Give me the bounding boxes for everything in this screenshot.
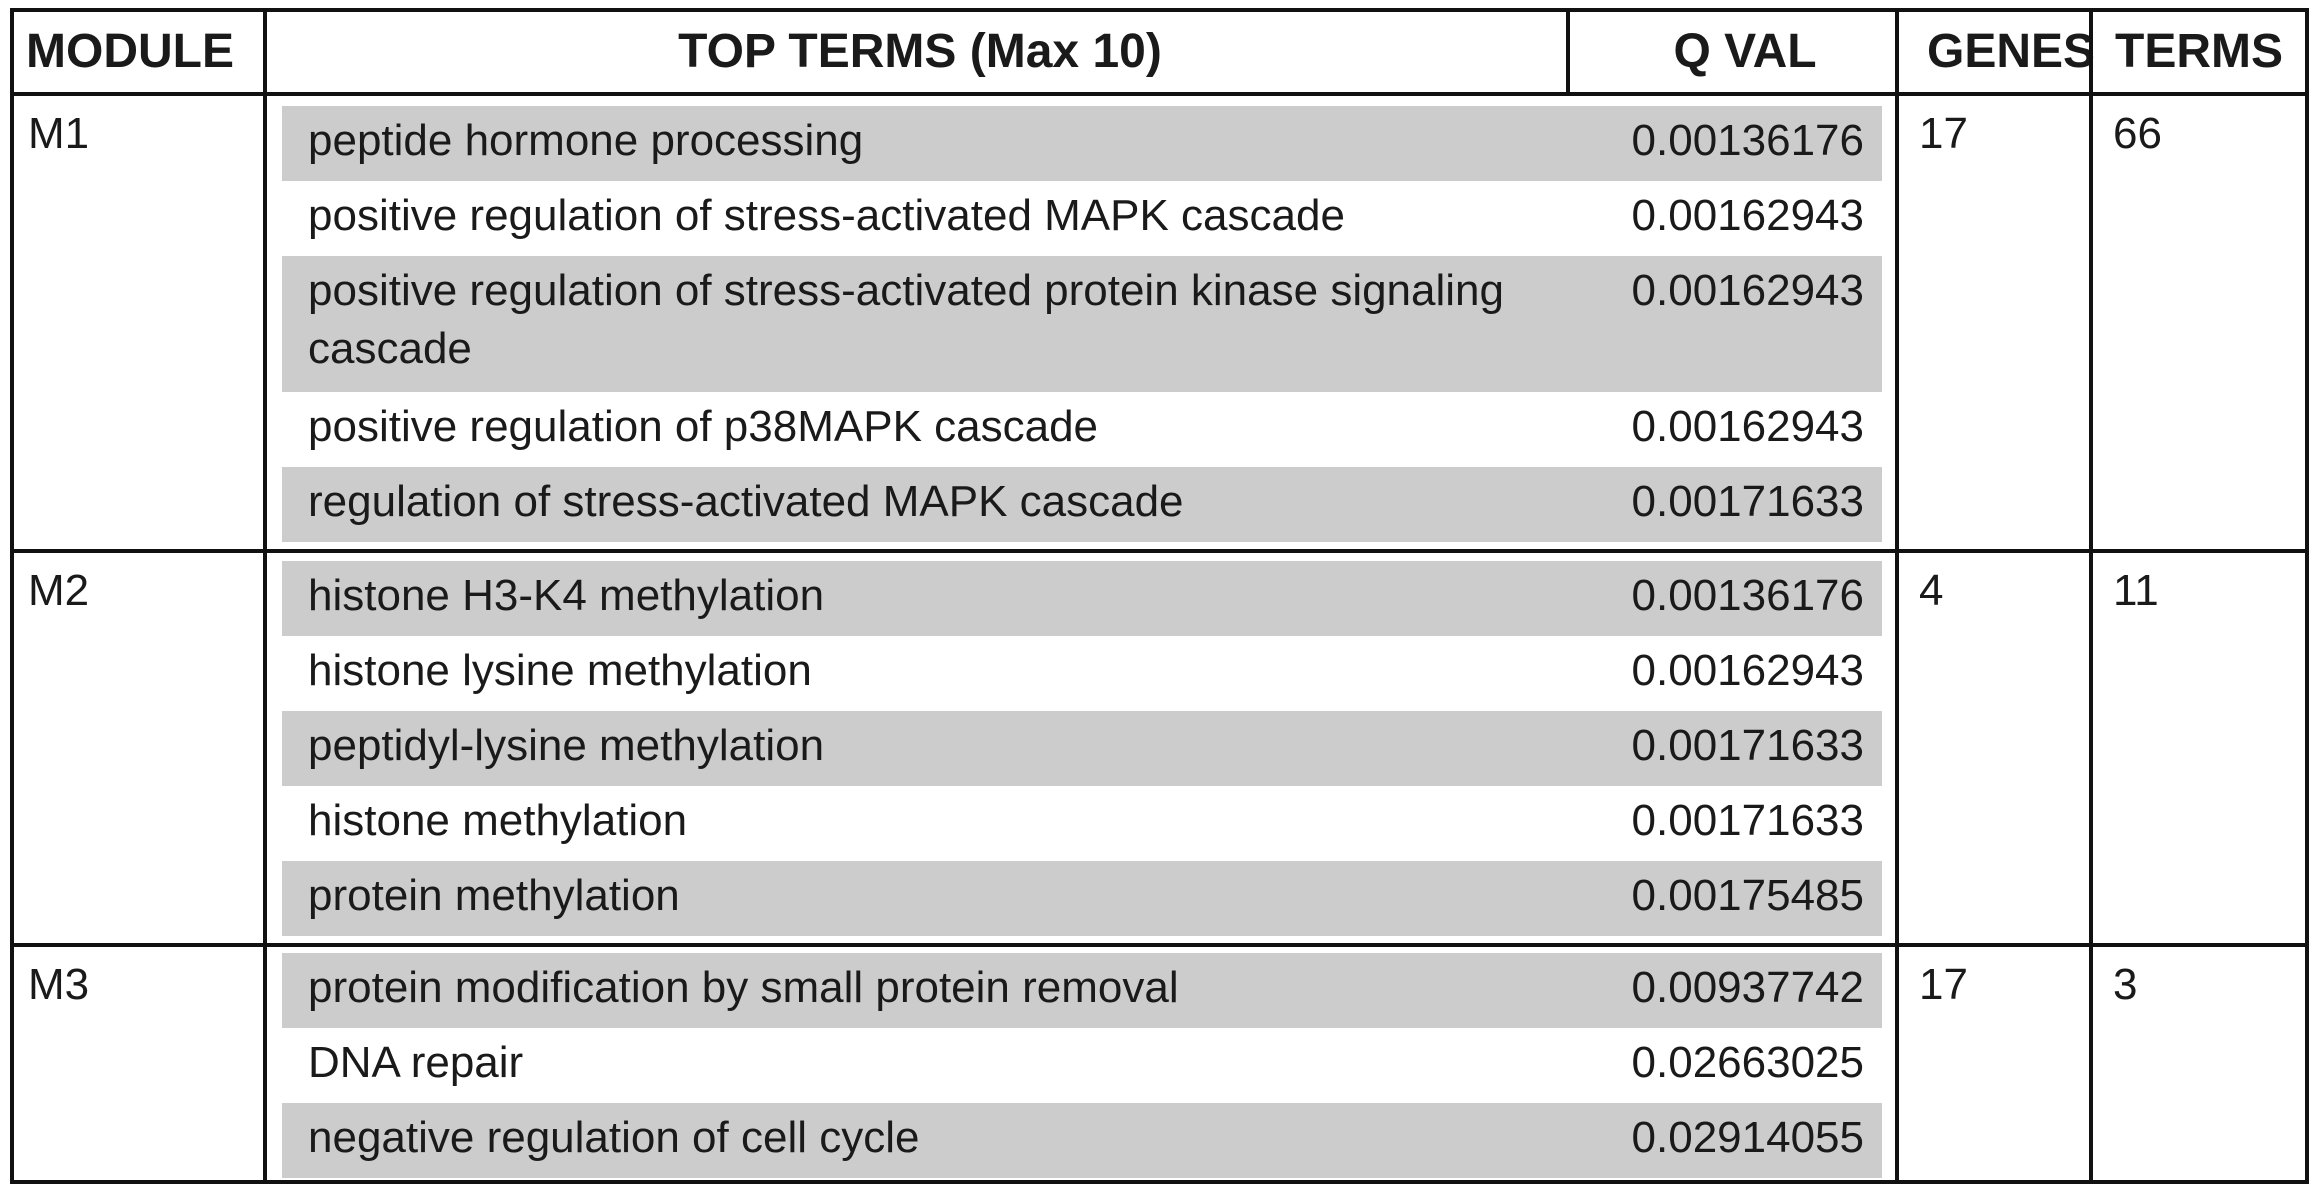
term-name: positive regulation of stress-activated … — [308, 191, 1345, 240]
module-terms-count: 11 — [2113, 566, 2159, 615]
table-row: histone H3-K4 methylation 0.00136176 — [282, 561, 1882, 636]
table-row: protein modification by small protein re… — [282, 953, 1882, 1028]
terms-list: histone H3-K4 methylation 0.00136176 his… — [282, 561, 1882, 936]
column-divider — [2089, 12, 2093, 1180]
table-row: positive regulation of p38MAPK cascade 0… — [282, 392, 1882, 467]
module-genes: 17 — [1919, 960, 1968, 1009]
term-q-value: 0.02914055 — [1631, 1113, 1864, 1162]
term-q-value: 0.00136176 — [1631, 116, 1864, 165]
column-divider — [1895, 12, 1899, 1180]
table-row: protein methylation 0.00175485 — [282, 861, 1882, 936]
module-block: M2 4 11 histone H3-K4 methylation 0.0013… — [14, 553, 2305, 947]
term-q-value: 0.00171633 — [1631, 796, 1864, 845]
table-row: histone lysine methylation 0.00162943 — [282, 636, 1882, 711]
term-q-value: 0.00136176 — [1631, 571, 1864, 620]
terms-list: peptide hormone processing 0.00136176 po… — [282, 106, 1882, 542]
module-name: M2 — [28, 566, 90, 615]
term-name: protein methylation — [308, 871, 680, 920]
term-name: regulation of stress-activated MAPK casc… — [308, 477, 1184, 526]
term-q-value: 0.02663025 — [1631, 1038, 1864, 1087]
header-q-val: Q VAL — [1673, 25, 1817, 78]
module-block: M1 17 66 peptide hormone processing 0.00… — [14, 96, 2305, 553]
column-divider — [1566, 12, 1570, 92]
module-terms-count: 66 — [2113, 109, 2162, 158]
table-row: positive regulation of stress-activated … — [282, 181, 1882, 256]
term-name: histone lysine methylation — [308, 646, 812, 695]
table-row: negative regulation of cell cycle 0.0291… — [282, 1103, 1882, 1178]
module-genes: 4 — [1919, 566, 1944, 615]
term-name: positive regulation of p38MAPK cascade — [308, 402, 1099, 451]
term-name: histone H3-K4 methylation — [308, 571, 825, 620]
module-block: M3 17 3 protein modification by small pr… — [14, 947, 2305, 1180]
enrichment-table: MODULE TOP TERMS (Max 10) Q VAL GENES TE… — [10, 8, 2309, 1184]
table-row: peptide hormone processing 0.00136176 — [282, 106, 1882, 181]
module-name: M3 — [28, 960, 90, 1009]
table-row: peptidyl-lysine methylation 0.00171633 — [282, 711, 1882, 786]
term-q-value: 0.00171633 — [1631, 477, 1864, 526]
term-name: negative regulation of cell cycle — [308, 1113, 920, 1162]
term-name: histone methylation — [308, 796, 688, 845]
header-terms: TERMS — [2115, 25, 2283, 78]
term-q-value: 0.00162943 — [1631, 646, 1864, 695]
term-name: DNA repair — [308, 1038, 524, 1087]
module-genes: 17 — [1919, 109, 1968, 158]
table-row: regulation of stress-activated MAPK casc… — [282, 467, 1882, 542]
terms-list: protein modification by small protein re… — [282, 953, 1882, 1178]
table-row: positive regulation of stress-activated … — [282, 256, 1882, 392]
module-terms-count: 3 — [2113, 960, 2138, 1009]
table-row: DNA repair 0.02663025 — [282, 1028, 1882, 1103]
term-q-value: 0.00162943 — [1631, 266, 1864, 315]
term-q-value: 0.00937742 — [1631, 963, 1864, 1012]
term-name: peptidyl-lysine methylation — [308, 721, 825, 770]
table-header: MODULE TOP TERMS (Max 10) Q VAL GENES TE… — [14, 12, 2305, 96]
term-q-value: 0.00162943 — [1631, 191, 1864, 240]
column-divider — [263, 12, 267, 1180]
term-q-value: 0.00171633 — [1631, 721, 1864, 770]
header-module: MODULE — [26, 25, 234, 78]
term-name: positive regulation of stress-activated … — [308, 266, 1504, 373]
header-top-terms: TOP TERMS (Max 10) — [678, 25, 1162, 78]
term-q-value: 0.00162943 — [1631, 402, 1864, 451]
table-row: histone methylation 0.00171633 — [282, 786, 1882, 861]
header-genes: GENES — [1927, 25, 2096, 78]
term-name: peptide hormone processing — [308, 116, 864, 165]
module-name: M1 — [28, 109, 90, 158]
term-name: protein modification by small protein re… — [308, 963, 1179, 1012]
term-q-value: 0.00175485 — [1631, 871, 1864, 920]
